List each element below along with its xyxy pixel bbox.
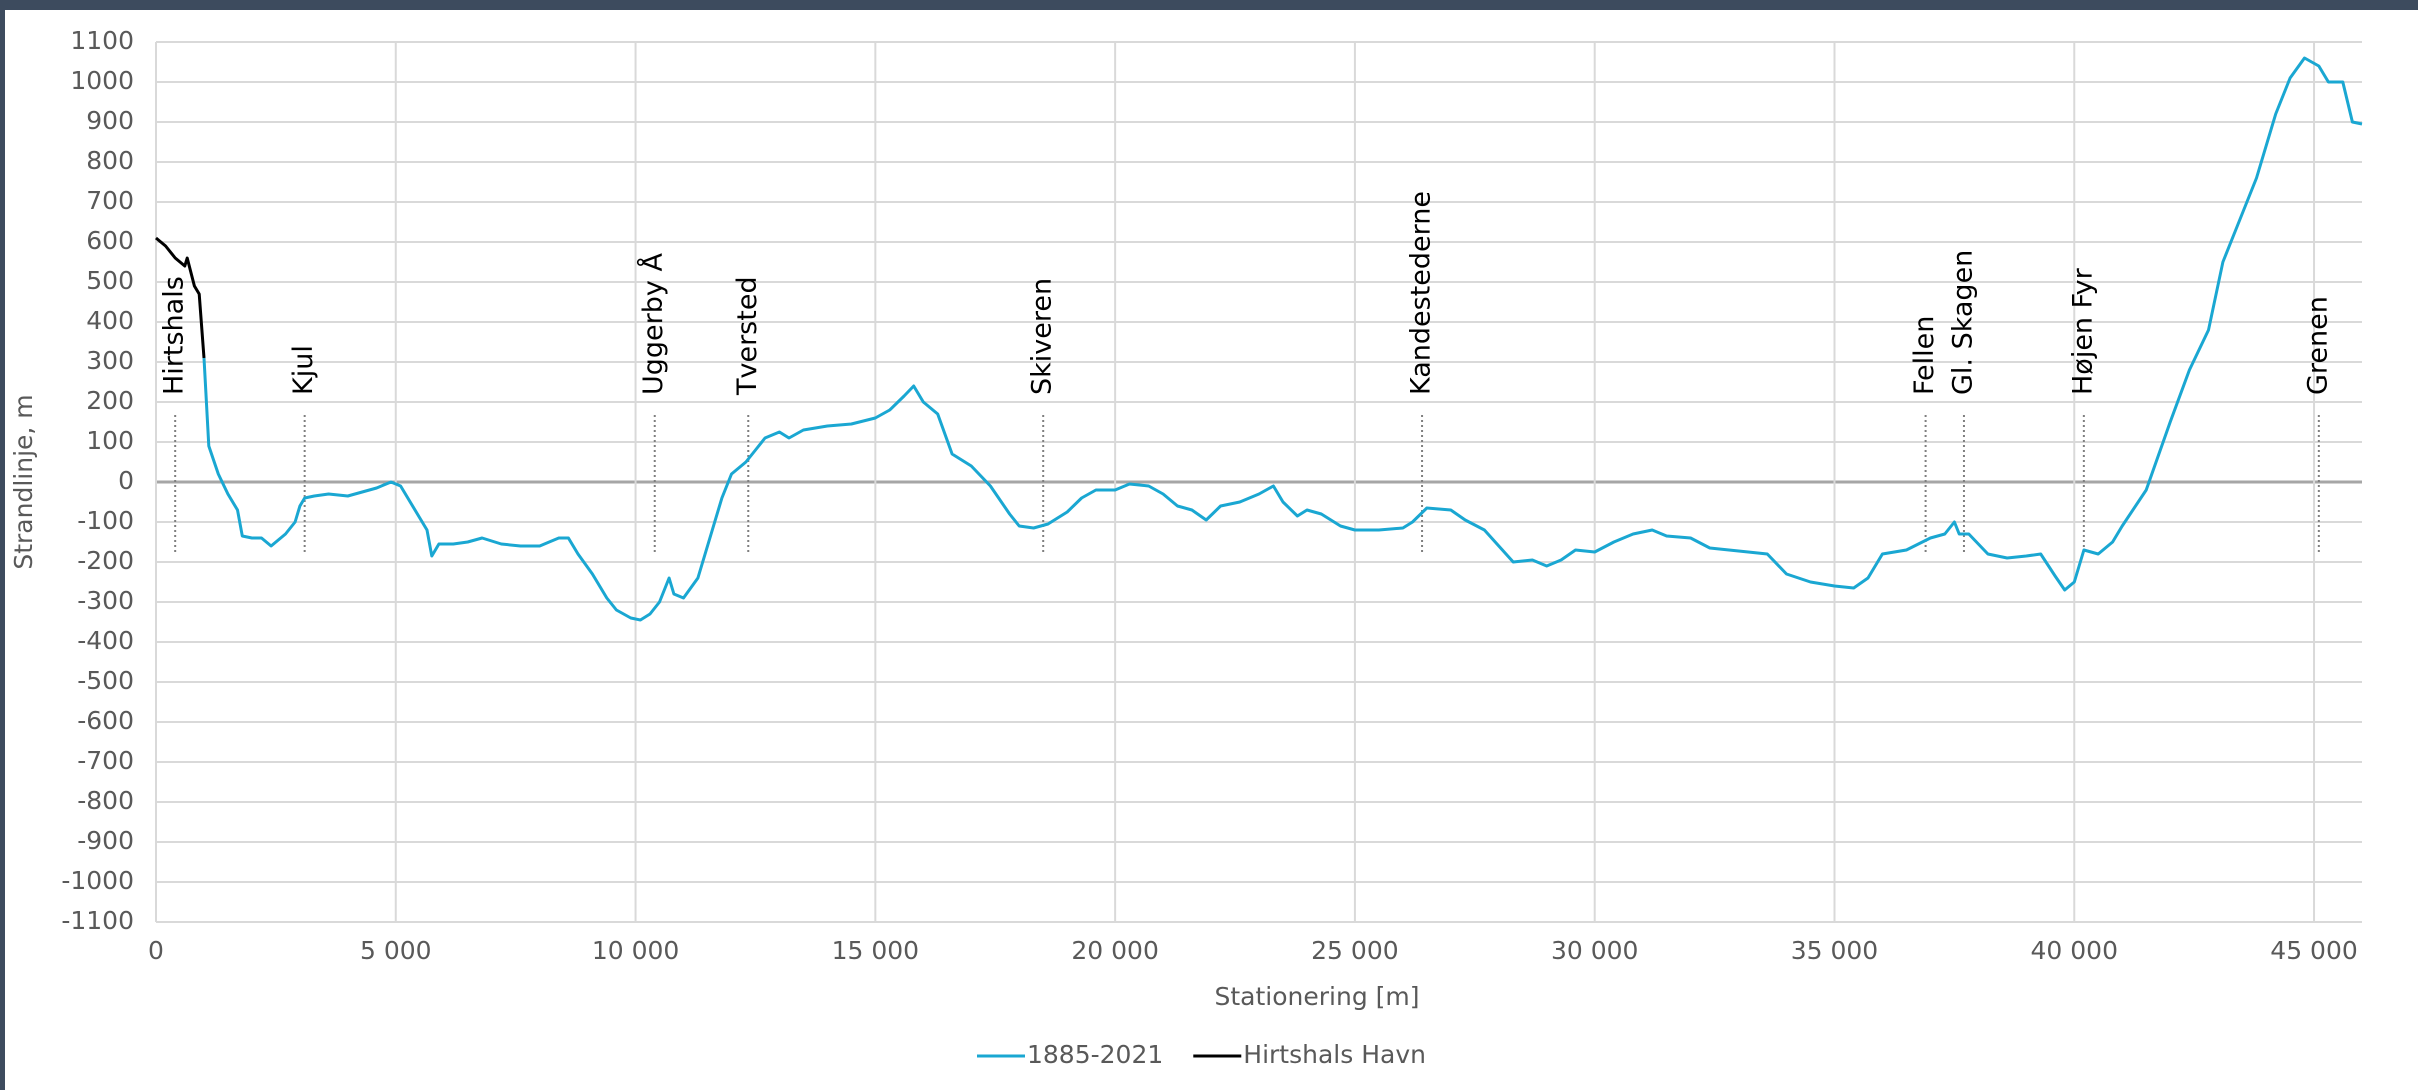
x-tick-label: 40 000: [2031, 936, 2118, 965]
y-tick-label: 600: [86, 226, 134, 255]
x-tick-label: 5 000: [360, 936, 432, 965]
x-tick-label: 10 000: [592, 936, 679, 965]
y-tick-label: -1000: [61, 866, 134, 895]
x-tick-label: 0: [148, 936, 164, 965]
x-tick-label: 20 000: [1071, 936, 1158, 965]
x-tick-label: 45 000: [2270, 936, 2357, 965]
y-tick-label: 100: [86, 426, 134, 455]
y-tick-label: -900: [77, 826, 134, 855]
y-tick-label: -1100: [61, 906, 134, 935]
y-tick-label: 800: [86, 146, 134, 175]
y-tick-label: -800: [77, 786, 134, 815]
data-line: [202, 56, 2363, 622]
y-tick-label: -700: [77, 746, 134, 775]
y-tick-label: -500: [77, 666, 134, 695]
y-tick-label: 0: [118, 466, 134, 495]
chart-panel: Stationering [m] Strandlinje, m -1100 -10…: [5, 10, 2418, 1090]
annotation-label: Kjul: [288, 345, 319, 395]
y-tick-label: 1100: [70, 26, 134, 55]
y-tick-label: 900: [86, 106, 134, 135]
annotation-label: Højen Fyr: [2067, 267, 2098, 395]
y-tick-label: -300: [77, 586, 134, 615]
annotation-label: Grenen: [2302, 296, 2333, 395]
y-tick-label: -600: [77, 706, 134, 735]
y-tick-label: 200: [86, 386, 134, 415]
annotation-label: Gl. Skagen: [1947, 250, 1978, 395]
y-tick-label: 400: [86, 306, 134, 335]
annotation-label: Hirtshals: [159, 276, 190, 395]
y-tick-label: -400: [77, 626, 134, 655]
x-axis-title: Stationering [m]: [1214, 982, 1419, 1011]
x-tick-label: 35 000: [1791, 936, 1878, 965]
chart: Stationering [m] Strandlinje, m -1100 -10…: [9, 26, 2363, 1069]
annotation-label: Tversted: [732, 276, 763, 396]
y-axis-title: Strandlinje, m: [9, 394, 38, 569]
annotation-label: Skiveren: [1027, 278, 1058, 395]
x-tick-label: 25 000: [1311, 936, 1398, 965]
x-tick-label: 30 000: [1551, 936, 1638, 965]
legend-label: 1885-2021: [1027, 1040, 1163, 1069]
y-tick-label: 700: [86, 186, 134, 215]
data-line: [155, 236, 206, 359]
annotation-label: Uggerby Å: [637, 253, 669, 395]
y-tick-label: -100: [77, 506, 134, 535]
annotation-label: Kandestederne: [1406, 191, 1437, 395]
y-tick-label: 300: [86, 346, 134, 375]
y-tick-label: 500: [86, 266, 134, 295]
y-tick-label: 1000: [70, 66, 134, 95]
legend-label: Hirtshals Havn: [1243, 1040, 1426, 1069]
annotation-label: Fellen: [1909, 316, 1940, 395]
x-tick-label: 15 000: [832, 936, 919, 965]
y-tick-label: -200: [77, 546, 134, 575]
